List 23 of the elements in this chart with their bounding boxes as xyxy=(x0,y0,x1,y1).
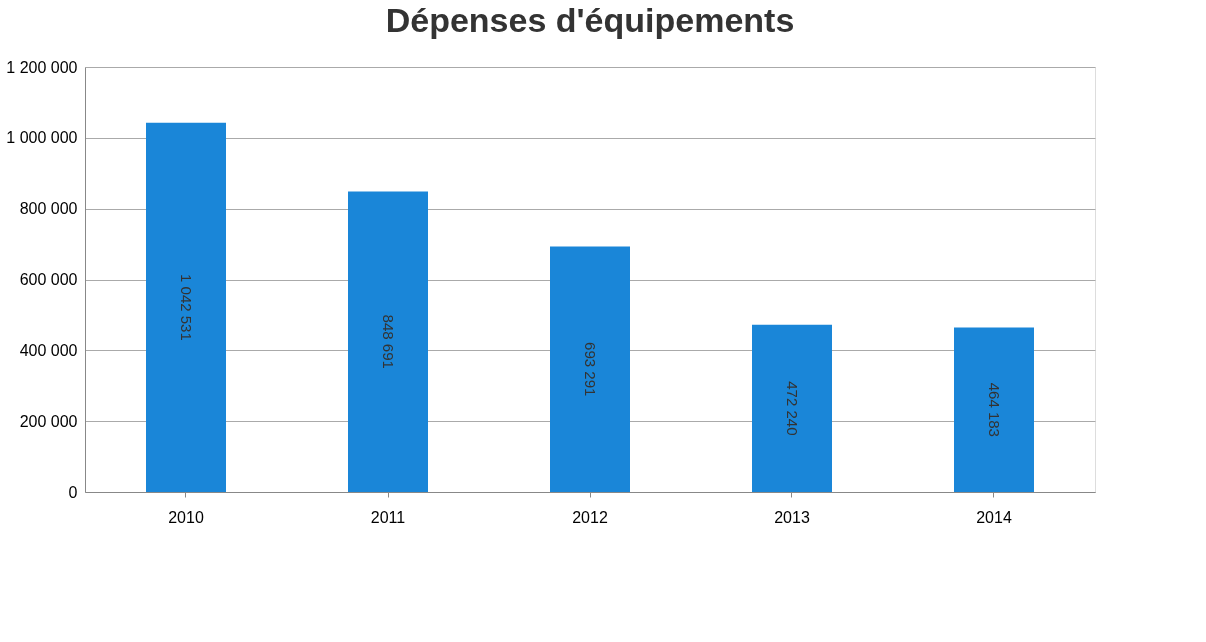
data-label: 848 691 xyxy=(380,314,397,369)
bar xyxy=(348,191,428,492)
y-tick-label: 1 200 000 xyxy=(6,58,78,76)
bar xyxy=(550,246,630,492)
data-label: 1 042 531 xyxy=(178,274,195,341)
y-tick-label: 400 000 xyxy=(19,341,78,359)
bar xyxy=(752,324,832,492)
data-label: 693 291 xyxy=(582,342,599,397)
y-tick-label: 1 000 000 xyxy=(6,129,78,147)
x-tick-label: 2010 xyxy=(168,508,204,526)
y-tick-label: 0 xyxy=(68,483,78,501)
bar xyxy=(954,327,1034,492)
y-tick-label: 800 000 xyxy=(19,200,78,218)
y-tick-label: 600 000 xyxy=(19,271,78,288)
x-tick-label: 2012 xyxy=(572,508,608,526)
chart-title: Dépenses d'équipements xyxy=(385,1,795,39)
data-label: 464 183 xyxy=(986,382,1003,437)
x-tick-label: 2013 xyxy=(774,508,810,526)
x-tick-label: 2011 xyxy=(370,508,406,526)
data-label: 472 240 xyxy=(784,381,801,436)
x-tick-label: 2014 xyxy=(976,508,1012,526)
y-tick-label: 200 000 xyxy=(19,412,78,430)
bar xyxy=(146,122,226,492)
